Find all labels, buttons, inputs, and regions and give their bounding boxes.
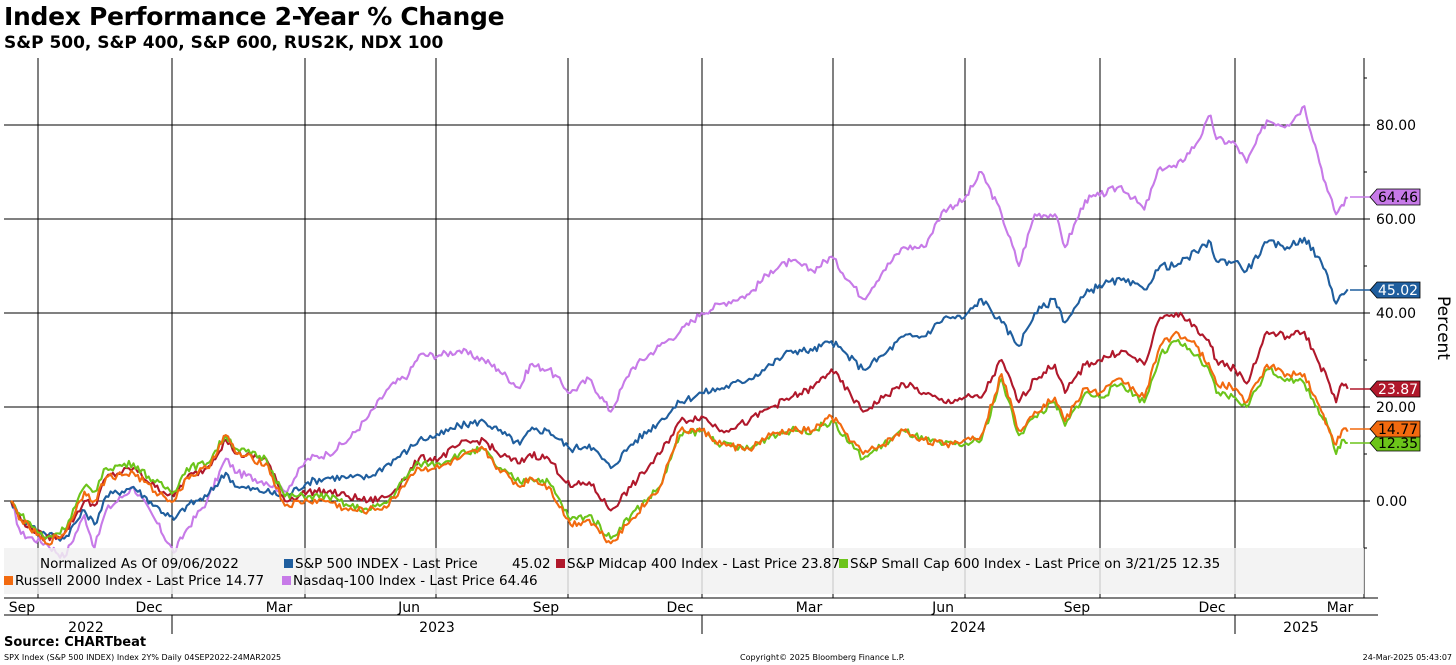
footer-copyright: Copyright© 2025 Bloomberg Finance L.P. — [740, 653, 905, 662]
x-tick-label-month: Jun — [931, 600, 954, 616]
x-tick-label-year: 2023 — [419, 620, 455, 636]
legend: Normalized As Of 09/06/2022 S&P 500 INDE… — [4, 548, 1364, 594]
y-tick-label: 40.00 — [1376, 306, 1416, 322]
series-lines — [9, 105, 1349, 559]
x-tick-label-month: Mar — [266, 600, 293, 616]
y-tick-label: 60.00 — [1376, 212, 1416, 228]
footer-timestamp: 24-Mar-2025 05:43:07 — [1362, 653, 1452, 662]
legend-item-nasdaq100: Nasdaq-100 Index - Last Price 64.46 — [282, 573, 538, 589]
x-tick-label-month: Dec — [135, 600, 162, 616]
x-tick-label-month: Sep — [9, 600, 36, 616]
legend-swatch-sp500 — [284, 559, 293, 568]
legend-item-midcap400: S&P Midcap 400 Index - Last Price 23.87 — [556, 556, 840, 572]
chart-subtitle: S&P 500, S&P 400, S&P 600, RUS2K, NDX 10… — [4, 33, 444, 53]
last-price-tag — [1369, 434, 1421, 452]
last-price-tag — [1369, 281, 1421, 299]
y-tick-label: 0.00 — [1376, 494, 1407, 510]
x-tick-label-month: Sep — [1064, 600, 1091, 616]
series-line — [9, 105, 1348, 559]
legend-item-sp500: S&P 500 INDEX - Last Price 45.02 — [284, 556, 551, 572]
last-price-label: 45.02 — [1378, 283, 1418, 299]
last-price-tag — [1369, 188, 1421, 206]
x-tick-label-year: 2025 — [1283, 620, 1319, 636]
x-tick-label-month: Mar — [1327, 600, 1354, 616]
legend-swatch-midcap400 — [556, 559, 565, 568]
x-tick-label-month: Dec — [666, 600, 693, 616]
last-price-label: 14.77 — [1378, 422, 1418, 438]
axes: 0.00 20.00 40.00 60.00 80.00 Percent Sep Dec Mar… — [4, 58, 1453, 636]
x-tick-label-month: Dec — [1198, 600, 1225, 616]
series-line — [9, 311, 1349, 542]
grid — [4, 58, 1364, 598]
y-tick-label: 80.00 — [1376, 118, 1416, 134]
last-price-label: 23.87 — [1378, 382, 1418, 398]
chart-title: Index Performance 2-Year % Change — [4, 2, 505, 31]
x-tick-label-month: Mar — [796, 600, 823, 616]
y-axis-label: Percent — [1433, 296, 1453, 360]
y-tick-label: 20.00 — [1376, 400, 1416, 416]
legend-item-smallcap600: S&P Small Cap 600 Index - Last Price on … — [839, 556, 1220, 572]
last-price-tag — [1369, 420, 1421, 438]
x-tick-label-month: Sep — [533, 600, 560, 616]
series-line — [10, 338, 1348, 540]
x-tick-label-year: 2022 — [68, 620, 104, 636]
last-price-tag — [1369, 380, 1421, 398]
last-price-label: 12.35 — [1378, 436, 1418, 452]
legend-swatch-smallcap600 — [839, 559, 848, 568]
legend-normalized-note: Normalized As Of 09/06/2022 — [40, 556, 239, 572]
x-tick-label-month: Jun — [397, 600, 420, 616]
x-tick-label-year: 2024 — [950, 620, 986, 636]
source-note: Source: CHARTbeat — [4, 635, 147, 650]
series-line — [9, 236, 1349, 542]
footer-left: SPX Index (S&P 500 INDEX) Index 2Y% Dail… — [4, 653, 282, 662]
legend-swatch-russell2000 — [4, 576, 13, 585]
last-price-label: 64.46 — [1378, 190, 1418, 206]
legend-swatch-nasdaq100 — [282, 576, 291, 585]
legend-item-russell2000: Russell 2000 Index - Last Price 14.77 — [4, 573, 264, 589]
series-line — [10, 330, 1349, 546]
